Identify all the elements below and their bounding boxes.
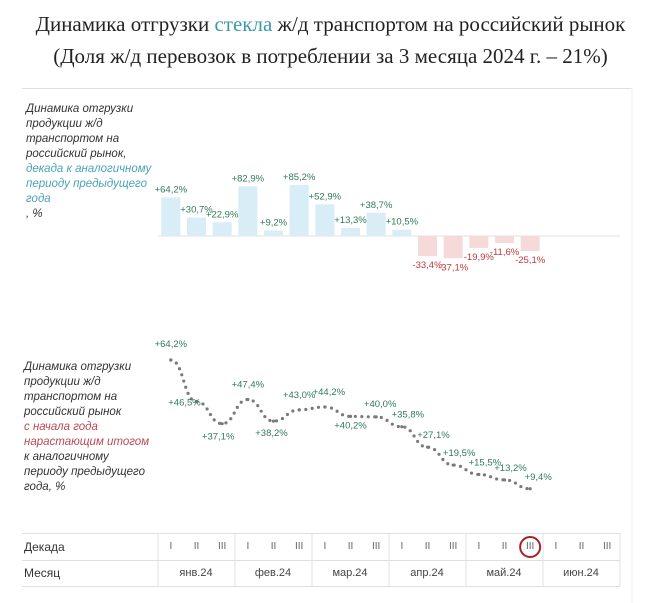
chart-title-line-2: (Доля ж/д перевозок в потреблении за 3 м… xyxy=(53,44,608,68)
decade-row-label: Декада xyxy=(24,540,65,554)
bar-7 xyxy=(341,228,360,236)
bar-14 xyxy=(520,236,540,252)
line-point-4 xyxy=(271,419,276,423)
footer-bottom-divider xyxy=(22,586,620,587)
line-point-1 xyxy=(194,399,199,404)
decade-tick-label-4: II xyxy=(270,541,277,552)
month-tick-label-1: фев.24 xyxy=(254,567,292,579)
bar-data-label-2: +22,9% xyxy=(206,209,239,220)
bar-data-label-10: -33,4% xyxy=(412,260,443,271)
month-tick-label-5: июн.24 xyxy=(563,567,599,579)
footer-top-divider xyxy=(22,533,620,534)
month-tick-label-3: апр.24 xyxy=(410,567,444,579)
decade-tick-label-3: I xyxy=(246,541,250,552)
line-data-label-9: +35,8% xyxy=(392,410,425,421)
decade-tick-label-1: II xyxy=(193,541,200,552)
bar-chart-description: Динамика отгрузки продукции ж/д транспор… xyxy=(26,103,152,220)
bar-9 xyxy=(392,229,412,236)
decade-tick-label-5: III xyxy=(294,541,304,552)
decade-tick-label-10: II xyxy=(424,541,431,552)
line-point-9 xyxy=(400,425,404,429)
line-point-10 xyxy=(425,445,430,449)
current-decade-highlight-ring xyxy=(519,536,542,558)
bar-3 xyxy=(238,186,258,236)
decade-tick-label-6: I xyxy=(323,541,327,552)
month-tick-label-2: мар.24 xyxy=(332,567,368,579)
line-data-label-4: +38,2% xyxy=(255,428,288,439)
month-row-label: Месяц xyxy=(24,566,61,580)
decade-tick-label-12: I xyxy=(477,541,481,552)
title-accent-word: стекла xyxy=(214,12,273,36)
line-point-14 xyxy=(528,487,532,491)
decade-tick-label-8: III xyxy=(371,541,381,552)
bar-4 xyxy=(264,230,283,236)
decade-tick-label-2: III xyxy=(217,541,227,552)
line-data-label-7: +40,2% xyxy=(334,420,367,431)
decade-tick-label-14: III xyxy=(525,541,535,552)
bar-data-label-14: -25,1% xyxy=(515,255,546,266)
chart-title-line-1: Динамика отгрузки стекла ж/д транспортом… xyxy=(35,12,626,36)
decade-tick-label-16: II xyxy=(578,541,585,552)
line-data-label-8: +40,0% xyxy=(364,399,397,410)
bar-12 xyxy=(469,236,489,248)
line-point-3 xyxy=(246,397,250,402)
bar-8 xyxy=(366,212,386,236)
line-point-0 xyxy=(169,358,173,362)
decade-tick-label-17: III xyxy=(602,541,612,552)
line-point-12 xyxy=(477,472,481,477)
footer-middle-divider xyxy=(22,560,620,561)
decade-tick-label-7: II xyxy=(347,541,354,552)
line-data-label-5: +43,0% xyxy=(283,390,316,401)
line-data-label-6: +44,2% xyxy=(313,387,346,398)
bar-data-label-12: -19,9% xyxy=(464,252,495,263)
line-point-11 xyxy=(451,463,455,467)
line-point-2 xyxy=(220,422,224,426)
bar-10 xyxy=(418,236,437,257)
header-divider xyxy=(22,88,632,89)
bar-data-label-11: -37,1% xyxy=(438,262,469,273)
line-point-8 xyxy=(374,415,378,419)
bar-data-label-5: +85,2% xyxy=(283,172,316,183)
decade-tick-label-15: I xyxy=(554,541,558,552)
bar-data-label-3: +82,9% xyxy=(232,173,265,184)
bar-11 xyxy=(443,236,463,259)
month-tick-label-0: янв.24 xyxy=(179,567,213,579)
line-data-label-3: +47,4% xyxy=(232,379,265,390)
bar-data-label-4: +9,2% xyxy=(260,217,288,228)
bar-data-label-13: -11,6% xyxy=(490,247,520,258)
line-data-label-11: +19,5% xyxy=(443,448,476,459)
decade-tick-label-9: I xyxy=(400,541,404,552)
line-point-6 xyxy=(323,405,327,409)
bar-data-label-9: +10,5% xyxy=(386,217,419,228)
bar-data-label-8: +38,7% xyxy=(360,200,393,211)
bar-data-label-7: +13,3% xyxy=(334,215,367,226)
line-data-label-10: +27,1% xyxy=(417,430,450,441)
decade-tick-label-0: I xyxy=(169,541,173,552)
line-data-label-1: +46,5% xyxy=(168,398,201,409)
bar-data-label-1: +30,7% xyxy=(180,205,213,216)
line-data-label-13: +13,2% xyxy=(494,463,527,474)
bar-6 xyxy=(315,204,335,236)
line-point-5 xyxy=(297,408,301,412)
bar-data-label-6: +52,9% xyxy=(309,191,342,202)
bar-2 xyxy=(212,222,232,236)
decade-tick-label-11: III xyxy=(448,541,458,552)
line-chart-description: Динамика отгрузки продукции ж/д транспор… xyxy=(24,361,150,493)
line-point-13 xyxy=(502,478,507,482)
line-point-7 xyxy=(348,414,353,418)
line-data-label-14: +9,4% xyxy=(525,472,553,483)
line-data-label-12: +15,5% xyxy=(469,457,502,468)
line-data-label-0: +64,2% xyxy=(155,339,188,350)
decade-tick-label-13: II xyxy=(501,541,508,552)
line-data-label-2: +37,1% xyxy=(202,432,235,443)
bar-1 xyxy=(187,217,206,236)
bar-5 xyxy=(289,184,309,236)
bar-0 xyxy=(161,197,181,236)
bar-data-label-0: +64,2% xyxy=(155,184,188,195)
month-tick-label-4: май.24 xyxy=(486,567,522,579)
bar-13 xyxy=(495,236,514,243)
